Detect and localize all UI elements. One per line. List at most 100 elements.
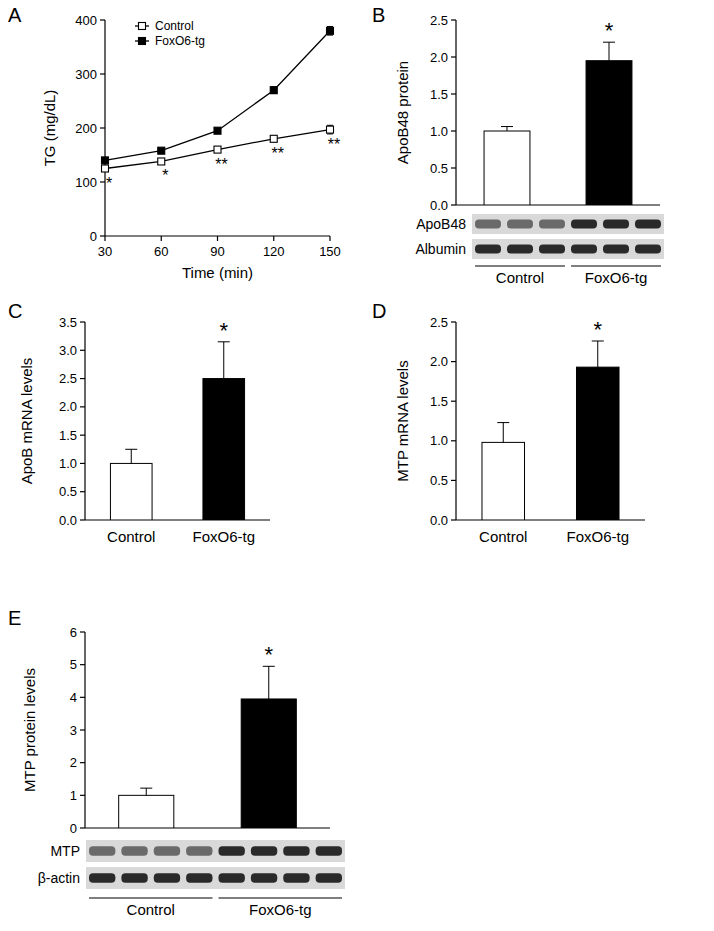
y-tick-label: 1.0 xyxy=(430,124,448,139)
x-axis-label: Time (min) xyxy=(182,264,253,281)
legend-label: Control xyxy=(155,19,194,33)
y-tick xyxy=(451,480,456,481)
y-axis-line xyxy=(455,322,456,520)
panel-letter: E xyxy=(8,607,21,629)
blot-band xyxy=(251,873,277,883)
marker xyxy=(270,135,277,142)
y-tick-label: 1.0 xyxy=(59,456,77,471)
y-tick xyxy=(80,795,85,796)
y-tick xyxy=(80,729,85,730)
error-bar xyxy=(501,127,513,131)
y-tick xyxy=(80,378,85,379)
bar xyxy=(482,442,525,520)
plot-data xyxy=(119,666,297,828)
blot-band xyxy=(89,873,115,883)
y-tick xyxy=(80,827,85,828)
y-tick-label: 100 xyxy=(75,175,97,190)
error-bar xyxy=(125,449,137,463)
y-tick xyxy=(80,491,85,492)
blot-band xyxy=(251,846,277,856)
blot-band xyxy=(571,220,597,229)
error-bar xyxy=(592,341,604,367)
blot-row-label: ApoB48 xyxy=(416,216,466,232)
x-tick-label: FoxO6-tg xyxy=(192,528,255,545)
y-tick xyxy=(80,406,85,407)
blot-band xyxy=(316,846,342,856)
plot-data xyxy=(110,342,244,520)
y-tick-label: 400 xyxy=(75,13,97,28)
y-tick xyxy=(100,127,105,128)
blot-band xyxy=(154,846,180,856)
blot-band xyxy=(475,245,501,254)
blot-group-line xyxy=(89,897,213,898)
x-tick xyxy=(217,236,218,241)
error-bar xyxy=(603,42,615,61)
blot-group-label: Control xyxy=(127,901,175,918)
blot-band xyxy=(154,873,180,883)
significance: * xyxy=(593,317,602,342)
blot-row-label: β-actin xyxy=(38,870,80,886)
error-bar xyxy=(218,342,230,379)
y-tick xyxy=(451,204,456,205)
y-tick xyxy=(451,56,456,57)
y-tick-label: 6 xyxy=(70,625,77,640)
y-tick xyxy=(100,181,105,182)
marker xyxy=(214,146,221,153)
blot-group-label: Control xyxy=(496,269,544,286)
panel-letter: C xyxy=(8,300,22,322)
y-axis-label: MTP protein levels xyxy=(21,668,38,792)
y-tick-label: 0.0 xyxy=(430,198,448,213)
plot-data xyxy=(482,341,619,520)
y-tick xyxy=(451,440,456,441)
y-tick-label: 2.0 xyxy=(430,354,448,369)
blot-band xyxy=(316,873,342,883)
significance: * xyxy=(162,167,168,184)
significance: * xyxy=(605,18,614,43)
blot-band xyxy=(89,846,115,856)
plot-data xyxy=(484,42,632,205)
y-axis-label: TG (mg/dL) xyxy=(41,90,58,167)
y-tick xyxy=(80,350,85,351)
y-tick xyxy=(80,519,85,520)
legend-entry: FoxO6-tg xyxy=(135,34,205,48)
blot-band xyxy=(603,245,629,254)
y-tick xyxy=(80,697,85,698)
x-tick-label: Control xyxy=(107,528,155,545)
x-tick-label: FoxO6-tg xyxy=(566,528,629,545)
y-tick-label: 1.5 xyxy=(430,394,448,409)
y-tick-label: 0.5 xyxy=(430,161,448,176)
marker xyxy=(327,27,334,34)
blot-group-label: FoxO6-tg xyxy=(585,269,648,286)
marker xyxy=(102,157,109,164)
legend-marker xyxy=(139,23,146,30)
blot-band xyxy=(475,220,501,229)
y-tick-label: 2.5 xyxy=(59,371,77,386)
blot-band xyxy=(635,245,661,254)
x-tick xyxy=(273,236,274,241)
blot-band xyxy=(283,846,309,856)
panel-C: C0.00.51.01.52.02.53.03.5ApoB mRNA level… xyxy=(8,300,270,545)
marker xyxy=(158,158,165,165)
significance: * xyxy=(106,175,112,192)
y-tick-label: 2.5 xyxy=(430,13,448,28)
blot-band xyxy=(507,245,533,254)
blot-background xyxy=(472,214,664,234)
y-tick xyxy=(451,167,456,168)
y-tick-label: 0.0 xyxy=(430,513,448,528)
x-tick xyxy=(161,236,162,241)
error-bar xyxy=(497,423,509,443)
y-tick-label: 0 xyxy=(70,821,77,836)
y-tick xyxy=(80,435,85,436)
y-tick xyxy=(451,130,456,131)
y-tick-label: 1 xyxy=(70,788,77,803)
x-tick-label: Control xyxy=(479,528,527,545)
series-line xyxy=(105,31,330,161)
error-bar xyxy=(327,26,333,35)
x-tick xyxy=(329,236,330,241)
y-axis-line xyxy=(455,20,456,205)
marker xyxy=(214,127,221,134)
blot-group-line xyxy=(475,265,565,266)
blot-band xyxy=(635,220,661,229)
y-tick-label: 2.0 xyxy=(430,50,448,65)
y-tick-label: 1.5 xyxy=(430,87,448,102)
